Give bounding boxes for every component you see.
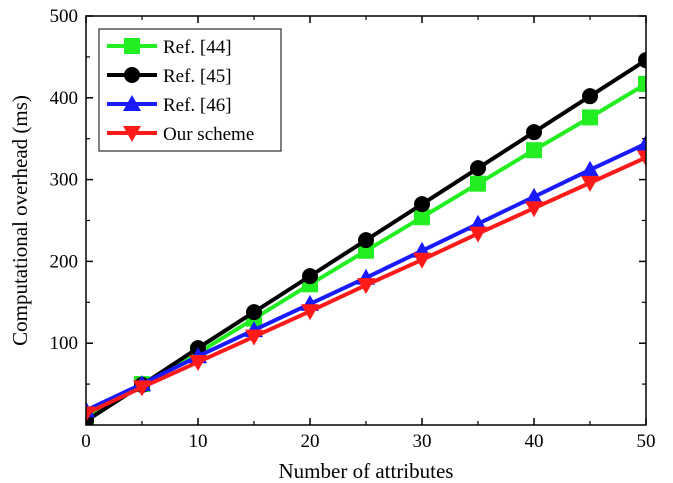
series-1-point — [638, 75, 646, 92]
series-4-point — [637, 150, 646, 167]
x-tick-label: 50 — [637, 431, 656, 452]
x-tick-label: 20 — [301, 431, 320, 452]
series-4-point — [133, 380, 151, 397]
x-axis-title: Number of attributes — [279, 459, 454, 483]
series-3-point — [581, 160, 599, 177]
series-2-point — [246, 304, 262, 321]
y-tick-label: 200 — [50, 251, 79, 272]
series-4-point — [189, 355, 207, 372]
legend-label: Ref. [46] — [163, 95, 232, 116]
series-2 — [86, 52, 646, 425]
series-4-point — [413, 252, 431, 269]
series-3 — [86, 134, 646, 418]
y-tick-label: 300 — [50, 170, 79, 191]
series-4-point — [469, 226, 487, 243]
series-4-point — [245, 329, 263, 346]
series-2-point — [526, 124, 542, 141]
y-tick-label: 100 — [50, 333, 79, 354]
series-1-point — [470, 175, 486, 192]
legend-label: Ref. [45] — [163, 66, 232, 87]
series-4-point — [525, 201, 543, 218]
legend-marker — [124, 67, 140, 83]
x-tick-label: 10 — [189, 431, 208, 452]
x-tick-label: 40 — [525, 431, 544, 452]
series-2-point — [414, 196, 430, 213]
legend-label: Our scheme — [163, 124, 254, 145]
y-tick-label: 400 — [50, 88, 79, 109]
y-axis: 100 200 300 400 500 — [50, 6, 646, 385]
series-1-point — [414, 209, 430, 226]
series-1-point — [526, 142, 542, 159]
series-2-point — [302, 268, 318, 285]
series-4-point — [357, 278, 375, 295]
series-2-point — [470, 160, 486, 177]
series-4-point — [301, 304, 319, 321]
series-2-point — [638, 52, 646, 69]
y-axis-title: Computational overhead (ms) — [8, 95, 32, 346]
series-2-point — [358, 232, 374, 249]
legend-marker — [123, 126, 141, 142]
legend-item: Our scheme — [107, 124, 254, 145]
series-3-point — [525, 187, 543, 204]
plot-area — [86, 52, 646, 425]
legend: Ref. [44] Ref. [45] Ref. [46] Our scheme — [98, 28, 282, 152]
x-tick-label: 0 — [81, 431, 91, 452]
legend-item: Ref. [46] — [107, 95, 232, 116]
legend-label: Ref. [44] — [163, 37, 232, 58]
series-2-point — [582, 88, 598, 105]
x-tick-label: 30 — [413, 431, 432, 452]
series-4-point — [581, 175, 599, 192]
series-1-point — [582, 109, 598, 126]
legend-marker — [123, 95, 141, 111]
series-4 — [86, 150, 646, 423]
legend-item: Ref. [44] — [107, 37, 232, 58]
y-tick-label: 500 — [50, 6, 79, 27]
legend-marker — [124, 38, 140, 54]
series-4-point — [86, 406, 95, 423]
x-axis: 0 10 20 30 40 50 — [81, 16, 656, 452]
legend-item: Ref. [45] — [107, 66, 232, 87]
